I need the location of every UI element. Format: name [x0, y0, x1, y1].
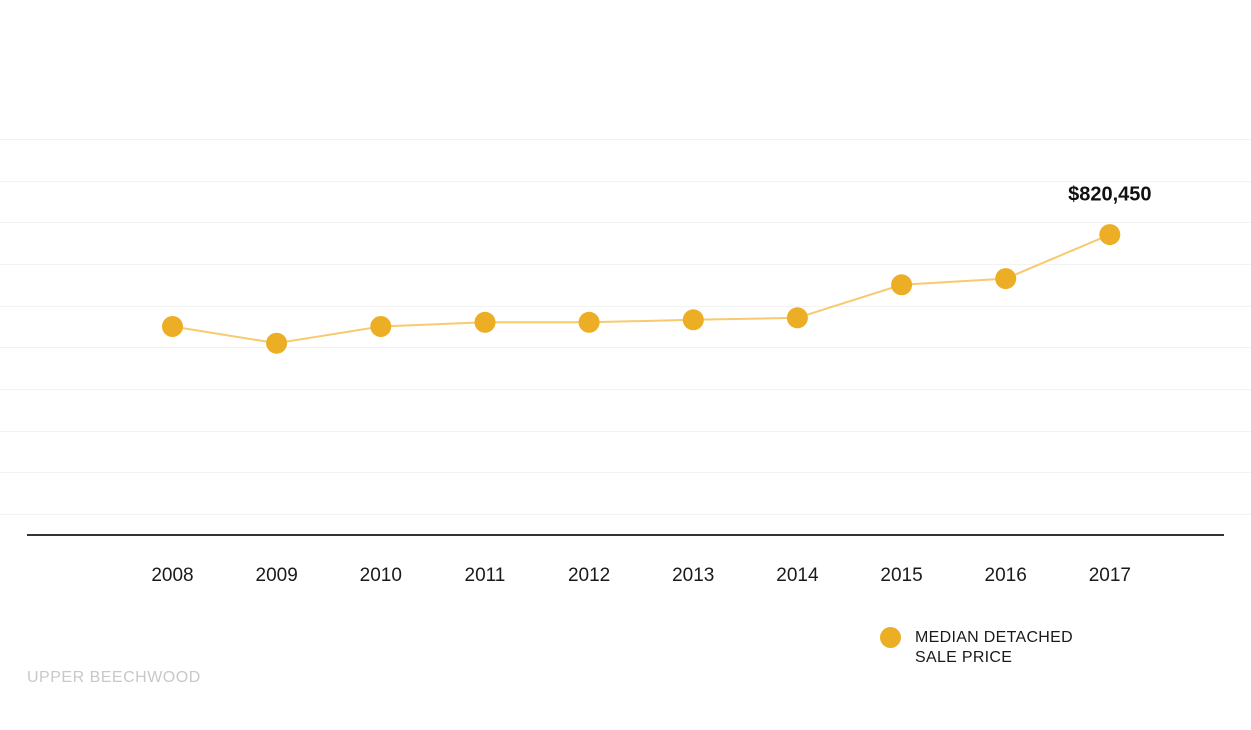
- series-median-detached-sale-price: [162, 224, 1121, 354]
- legend-label-line-1: MEDIAN DETACHED: [915, 629, 1073, 646]
- data-point-2013: [682, 309, 704, 331]
- legend: MEDIAN DETACHED SALE PRICE: [880, 627, 1073, 668]
- data-point-2015: [891, 274, 913, 296]
- data-point-2011: [474, 311, 496, 333]
- x-tick-label-2011: 2011: [465, 565, 506, 586]
- neighbourhood-caption: UPPER BEECHWOOD: [27, 669, 201, 686]
- x-tick-label-2009: 2009: [256, 565, 298, 586]
- x-tick-labels: 2008 2009 2010 2011 2012 2013 2014 2015 2016 2017: [151, 565, 1131, 586]
- x-tick-label-2017: 2017: [1089, 565, 1131, 586]
- x-tick-label-2016: 2016: [985, 565, 1027, 586]
- x-tick-label-2008: 2008: [151, 565, 193, 586]
- legend-label-line-2: SALE PRICE: [915, 649, 1013, 666]
- data-point-2010: [370, 316, 392, 337]
- x-tick-label-2014: 2014: [776, 565, 819, 586]
- data-point-2012: [578, 311, 600, 333]
- data-point-2014: [786, 307, 808, 329]
- annotations: $820,450: [1068, 184, 1151, 206]
- x-tick-label-2015: 2015: [880, 565, 922, 586]
- x-tick-label-2012: 2012: [568, 565, 610, 586]
- data-point-2016: [995, 268, 1017, 290]
- data-point-2008: [162, 316, 183, 337]
- x-tick-label-2013: 2013: [672, 565, 714, 586]
- x-tick-label-2010: 2010: [360, 565, 402, 586]
- data-point-2017: [1099, 224, 1121, 246]
- data-point-2009: [266, 332, 288, 354]
- legend-label: MEDIAN DETACHED SALE PRICE: [915, 627, 1073, 668]
- value-label-2017: $820,450: [1068, 184, 1151, 206]
- legend-marker: [880, 627, 901, 648]
- series-line: [172, 233, 1111, 345]
- gridlines: [0, 139, 1251, 515]
